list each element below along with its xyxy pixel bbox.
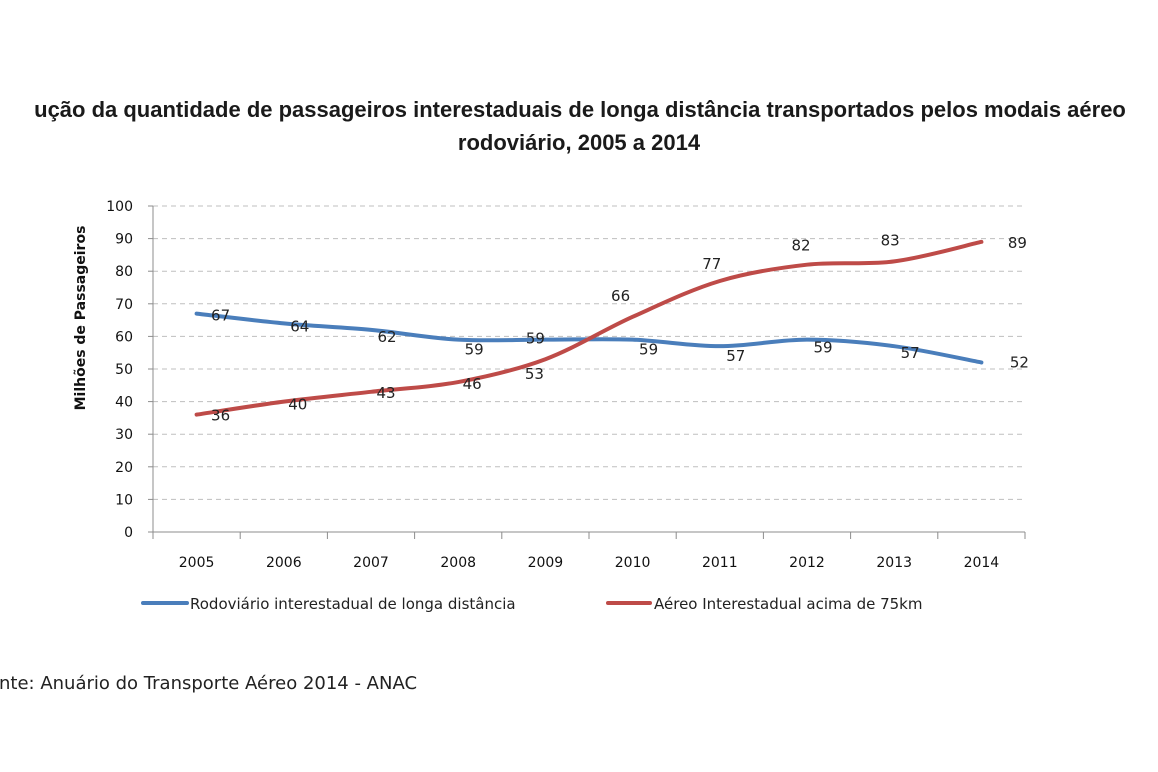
data-label: 46 bbox=[463, 375, 482, 393]
y-tick-label: 100 bbox=[106, 199, 133, 215]
y-tick-label: 40 bbox=[115, 395, 133, 411]
y-tick-label: 0 bbox=[124, 525, 133, 541]
data-label: 59 bbox=[526, 330, 545, 348]
legend-label: Aéreo Interestadual acima de 75km bbox=[654, 595, 922, 613]
legend: Rodoviário interestadual de longa distân… bbox=[141, 595, 922, 613]
y-tick-label: 20 bbox=[115, 460, 133, 476]
data-label: 64 bbox=[290, 317, 309, 335]
x-tick-label: 2010 bbox=[615, 555, 651, 571]
x-tick-label: 2007 bbox=[353, 555, 389, 571]
x-tick-label: 2005 bbox=[179, 555, 215, 571]
data-label: 43 bbox=[376, 384, 395, 402]
y-tick-label: 30 bbox=[115, 427, 133, 443]
axes: 0 10 20 30 40 50 60 70 80 90 100 2005 2006 2007 2008 20… bbox=[106, 199, 1026, 571]
data-label: 82 bbox=[791, 237, 810, 255]
data-label: 59 bbox=[465, 341, 484, 359]
legend-label: Rodoviário interestadual de longa distân… bbox=[190, 595, 516, 613]
chart-title-line-1: ução da quantidade de passageiros intere… bbox=[34, 97, 1126, 122]
data-label: 62 bbox=[377, 328, 396, 346]
data-label: 59 bbox=[813, 339, 832, 357]
y-tick-label: 80 bbox=[115, 264, 133, 280]
x-tick-label: 2012 bbox=[789, 555, 825, 571]
x-tick-label: 2009 bbox=[528, 555, 564, 571]
x-tick-label: 2011 bbox=[702, 555, 738, 571]
data-label: 57 bbox=[726, 347, 745, 365]
x-tick-label: 2014 bbox=[964, 555, 1000, 571]
data-label: 83 bbox=[881, 231, 900, 249]
x-tick-label: 2013 bbox=[876, 555, 912, 571]
data-label: 59 bbox=[639, 341, 658, 359]
data-label: 53 bbox=[525, 365, 544, 383]
x-tick-label: 2008 bbox=[440, 555, 476, 571]
y-tick-label: 50 bbox=[115, 362, 133, 378]
gridlines bbox=[153, 205, 1025, 500]
data-label: 67 bbox=[211, 307, 230, 325]
y-axis-label: Milhões de Passageiros bbox=[73, 226, 89, 411]
data-labels: 67 64 62 59 59 59 57 59 57 52 36 40 43 46 53 66 77 82 83 89 bbox=[211, 231, 1029, 424]
y-tick-label: 70 bbox=[115, 297, 133, 313]
data-label: 36 bbox=[211, 407, 230, 425]
data-label: 89 bbox=[1008, 234, 1027, 252]
y-tick-label: 60 bbox=[115, 329, 133, 345]
y-tick-label: 90 bbox=[115, 232, 133, 248]
data-label: 52 bbox=[1010, 353, 1029, 371]
data-label: 66 bbox=[611, 287, 630, 305]
data-label: 57 bbox=[901, 344, 920, 362]
series-lines bbox=[194, 239, 984, 417]
data-label: 77 bbox=[702, 255, 721, 273]
line-chart: 0 10 20 30 40 50 60 70 80 90 100 2005 2006 2007 2008 20… bbox=[73, 199, 1029, 613]
x-tick-label: 2006 bbox=[266, 555, 302, 571]
y-tick-label: 10 bbox=[115, 492, 133, 508]
series-line-aereo bbox=[194, 239, 984, 417]
chart-title-line-2: rodoviário, 2005 a 2014 bbox=[457, 130, 701, 155]
data-label: 40 bbox=[288, 396, 307, 414]
source-note: onte: Anuário do Transporte Aéreo 2014 -… bbox=[0, 673, 418, 694]
